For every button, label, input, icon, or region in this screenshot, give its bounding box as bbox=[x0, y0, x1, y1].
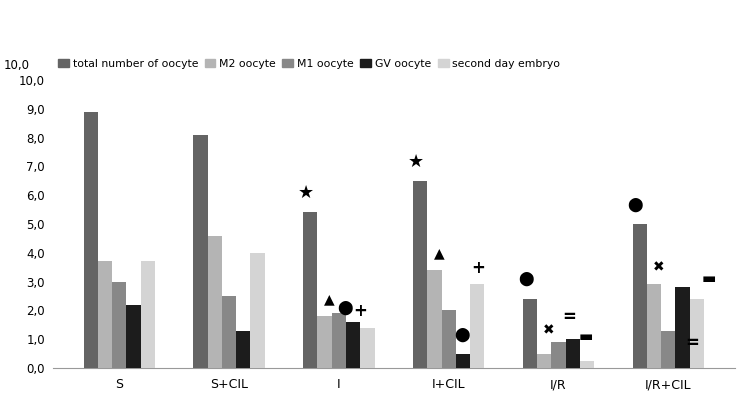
Bar bbox=[83, 112, 98, 368]
Bar bbox=[141, 262, 155, 368]
Text: ✖: ✖ bbox=[543, 324, 554, 338]
Bar bbox=[208, 236, 222, 368]
Bar bbox=[317, 316, 332, 368]
Text: ⬤: ⬤ bbox=[628, 198, 643, 212]
Bar bbox=[551, 342, 566, 368]
Bar bbox=[303, 212, 317, 368]
Bar bbox=[236, 330, 250, 368]
Legend: total number of oocyte, M2 oocyte, M1 oocyte, GV oocyte, second day embryo: total number of oocyte, M2 oocyte, M1 oo… bbox=[58, 59, 560, 69]
Text: =: = bbox=[686, 334, 700, 352]
Bar bbox=[662, 330, 676, 368]
Bar bbox=[456, 354, 470, 368]
Bar bbox=[126, 305, 141, 368]
Text: ★: ★ bbox=[408, 153, 424, 171]
Bar bbox=[676, 287, 690, 368]
Text: ▬: ▬ bbox=[579, 328, 593, 344]
Text: ✖: ✖ bbox=[652, 260, 664, 274]
Bar bbox=[98, 262, 112, 368]
Bar bbox=[194, 135, 208, 368]
Text: ▲: ▲ bbox=[324, 292, 334, 306]
Text: +: + bbox=[471, 259, 485, 277]
Text: ⬤: ⬤ bbox=[518, 272, 533, 286]
Text: +: + bbox=[352, 302, 367, 320]
Bar bbox=[222, 296, 236, 368]
Bar bbox=[360, 328, 374, 368]
Text: ▲: ▲ bbox=[433, 246, 444, 260]
Bar bbox=[537, 354, 551, 368]
Bar bbox=[112, 282, 126, 368]
Bar bbox=[427, 270, 442, 368]
Bar bbox=[566, 339, 580, 368]
Bar bbox=[580, 361, 594, 368]
Bar bbox=[523, 299, 537, 368]
Text: ★: ★ bbox=[298, 184, 314, 202]
Bar bbox=[442, 310, 456, 368]
Text: ⬤: ⬤ bbox=[454, 328, 470, 342]
Text: ⬤: ⬤ bbox=[338, 300, 353, 315]
Text: =: = bbox=[562, 308, 577, 326]
Bar bbox=[690, 299, 704, 368]
Bar bbox=[646, 284, 662, 368]
Text: ▬: ▬ bbox=[702, 271, 716, 286]
Text: 10,0: 10,0 bbox=[4, 59, 30, 72]
Bar bbox=[470, 284, 484, 368]
Bar bbox=[346, 322, 360, 368]
Bar bbox=[332, 313, 346, 368]
Bar bbox=[632, 224, 646, 368]
Bar bbox=[251, 253, 265, 368]
Bar bbox=[413, 181, 428, 368]
